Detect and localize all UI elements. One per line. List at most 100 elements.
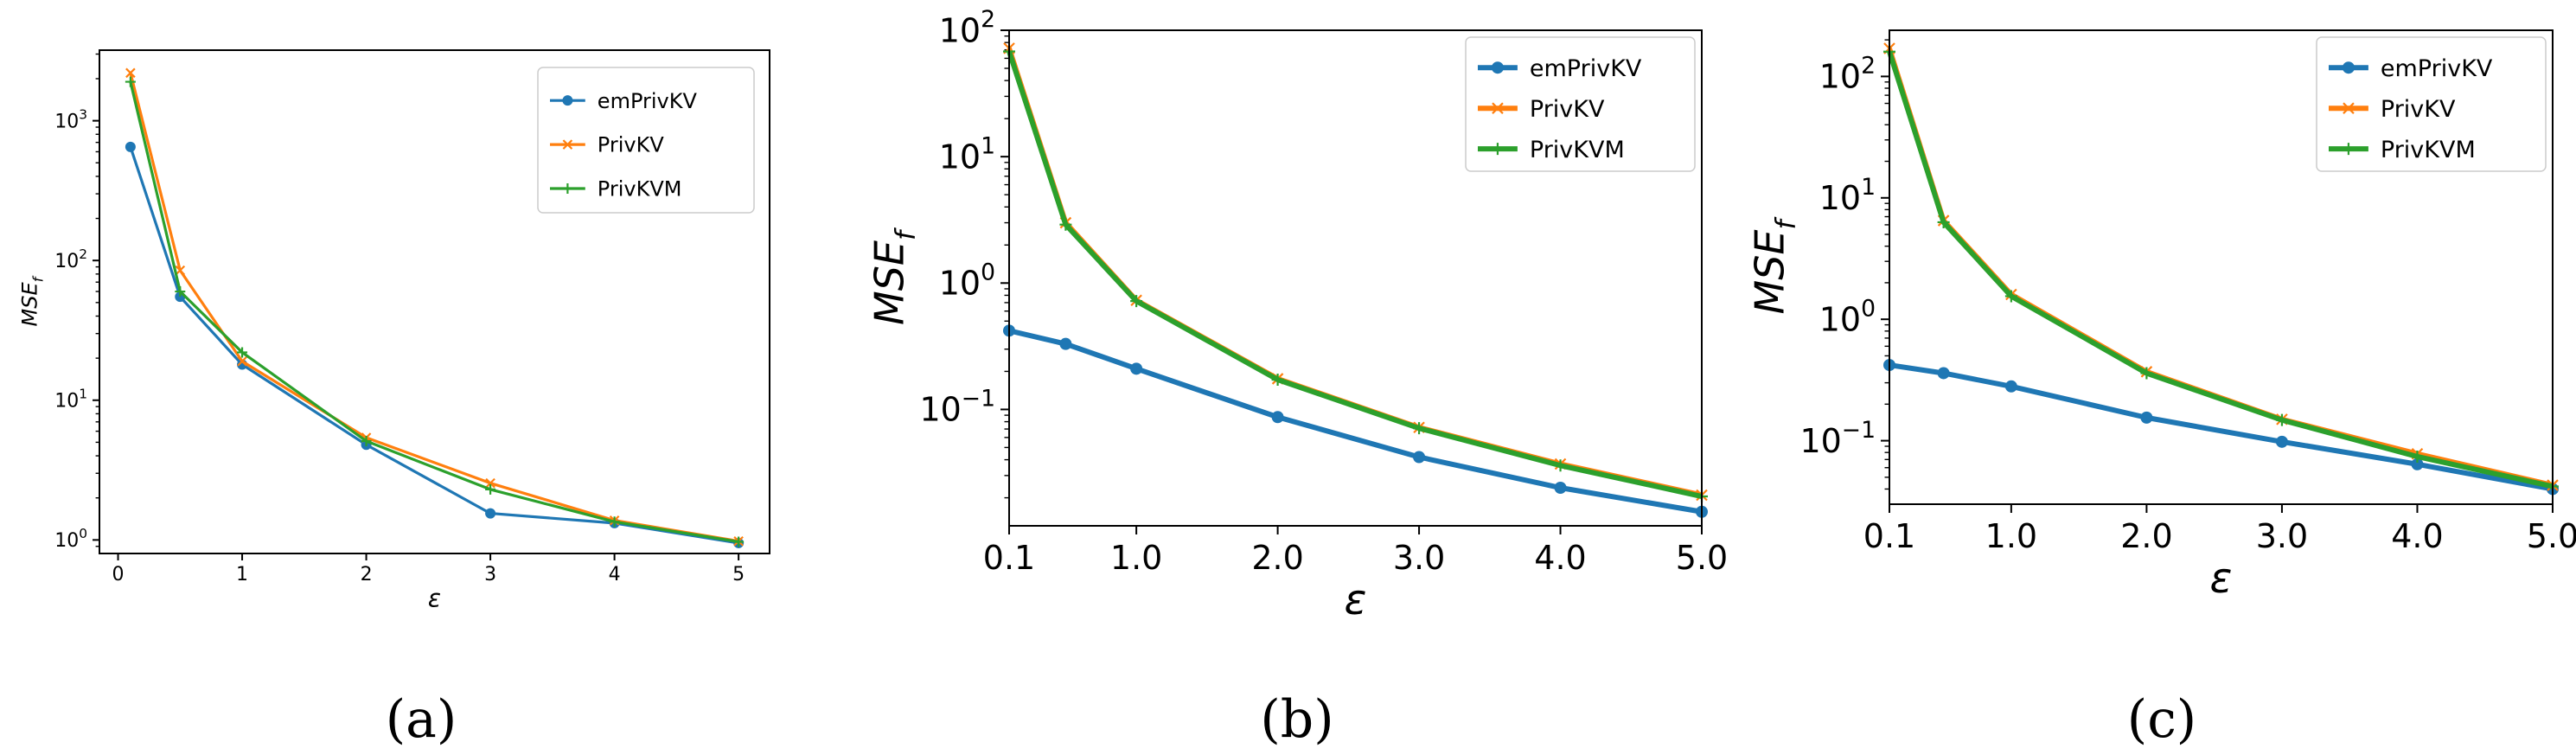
legend-box — [2316, 36, 2547, 172]
x-tick-label: 2 — [361, 564, 373, 585]
legend-label: emPrivKV — [2381, 55, 2493, 82]
y-tick-label: 101 — [939, 132, 995, 176]
data-point-PrivKVM — [1271, 374, 1284, 387]
y-tick-label: 100 — [939, 259, 995, 302]
legend-box — [1465, 36, 1696, 172]
data-point-emPrivKV — [1059, 337, 1072, 350]
legend-swatch-marker — [562, 139, 573, 150]
data-point-PrivKV — [485, 477, 495, 489]
legend-swatch-marker — [1492, 102, 1504, 114]
data-point-emPrivKV — [1937, 367, 1950, 380]
y-tick-label: 10−1 — [1799, 417, 1876, 460]
plot-frame — [99, 49, 770, 554]
data-point-emPrivKV — [2140, 411, 2153, 424]
data-point-PrivKVM — [1937, 215, 1950, 228]
data-point-PrivKVM — [2411, 450, 2424, 463]
legend-label: PrivKVM — [2381, 137, 2476, 163]
x-tick-label: 0.1 — [983, 539, 1035, 577]
x-tick-label: 0.1 — [1863, 517, 1915, 555]
data-point-PrivKVM — [361, 436, 372, 447]
x-tick-label: 2.0 — [1251, 539, 1303, 577]
data-point-PrivKV — [237, 355, 247, 367]
data-point-PrivKVM — [1413, 422, 1426, 435]
legend-swatch-marker — [2343, 102, 2355, 114]
data-point-emPrivKV — [1271, 411, 1284, 424]
x-tick-label: 3.0 — [2256, 517, 2308, 555]
data-point-PrivKVM — [1059, 218, 1072, 231]
plot-frame — [1008, 29, 1703, 527]
data-point-PrivKVM — [125, 76, 136, 87]
legend: emPrivKV PrivKV PrivKVM — [537, 67, 755, 214]
panel-caption: (a) — [386, 689, 457, 750]
y-tick-label: 101 — [1819, 174, 1876, 217]
legend: emPrivKV PrivKV PrivKVM — [2316, 36, 2547, 172]
x-tick-label: 1 — [236, 564, 248, 585]
series-line-emPrivKV — [1889, 362, 2554, 492]
data-point-emPrivKV — [1413, 451, 1426, 464]
legend-label: PrivKV — [1530, 96, 1605, 123]
data-point-PrivKVM — [175, 286, 186, 298]
y-axis-label: MSEf — [866, 227, 921, 325]
x-tick-label: 5.0 — [1676, 539, 1728, 577]
data-point-emPrivKV — [2275, 435, 2288, 448]
data-point-PrivKV — [125, 67, 136, 79]
plot-frame — [1889, 29, 2554, 505]
y-tick-label: 100 — [1819, 295, 1876, 338]
chart-panel-b: 10−1 100 101 102 0.1 1.0 2.0 3.0 4.0 5.0 ε MSEf emPr… — [866, 6, 1728, 750]
data-point-PrivKVM — [609, 516, 620, 528]
x-tick-label: 1.0 — [1110, 539, 1162, 577]
legend-label: emPrivKV — [1530, 55, 1642, 82]
y-tick-label: 102 — [939, 6, 995, 49]
legend-swatch-marker — [2342, 143, 2355, 156]
y-axis-label: MSEf — [1746, 217, 1801, 315]
y-axis-label: MSEf — [18, 275, 47, 326]
series-group — [1003, 42, 1708, 518]
legend-label: PrivKV — [598, 133, 665, 157]
x-axis-label: ε — [1345, 576, 1367, 624]
y-tick-label: 10−1 — [919, 386, 995, 429]
data-point-PrivKVM — [1130, 295, 1143, 308]
x-axis-label: ε — [428, 585, 441, 613]
legend-box — [537, 67, 755, 214]
legend-swatch-marker — [2342, 61, 2355, 74]
data-point-PrivKV — [175, 265, 186, 276]
chart-panel-c: 10−1 100 101 102 0.1 1.0 2.0 3.0 4.0 5.0 ε MSEf emPr… — [1746, 29, 2576, 750]
x-tick-label: 5.0 — [2527, 517, 2576, 555]
x-tick-label: 3.0 — [1393, 539, 1445, 577]
data-point-emPrivKV — [125, 141, 136, 152]
series-group — [1883, 42, 2559, 496]
x-axis-label: ε — [2210, 554, 2233, 603]
data-point-emPrivKV — [2411, 457, 2424, 470]
data-point-emPrivKV — [2004, 380, 2017, 393]
x-tick-label: 4.0 — [1534, 539, 1586, 577]
y-tick-label: 103 — [54, 106, 87, 132]
legend-label: PrivKVM — [1530, 137, 1625, 163]
data-point-PrivKVM — [485, 483, 496, 495]
x-tick-label: 4 — [609, 564, 621, 585]
y-tick-label: 101 — [54, 387, 87, 413]
legend-label: PrivKV — [2381, 96, 2456, 123]
data-point-PrivKVM — [2140, 367, 2153, 380]
x-tick-label: 1.0 — [1985, 517, 2037, 555]
x-tick-label: 2.0 — [2120, 517, 2172, 555]
series-line-emPrivKV — [1008, 328, 1703, 515]
x-tick-label: 5 — [732, 564, 745, 585]
data-point-PrivKVM — [733, 536, 745, 547]
legend: emPrivKV PrivKV PrivKVM — [1465, 36, 1696, 172]
legend-swatch-marker — [1491, 61, 1504, 74]
data-point-emPrivKV — [1130, 362, 1143, 375]
chart-panel-a: 100 101 102 103 0 1 2 3 4 5 ε MSEf emPrivKV PrivKV Pri… — [18, 49, 770, 750]
x-tick-label: 3 — [484, 564, 496, 585]
legend-swatch-marker — [562, 183, 573, 194]
legend-swatch-marker — [562, 95, 573, 106]
panel-caption: (c) — [2127, 689, 2196, 750]
data-point-PrivKVM — [1554, 459, 1567, 472]
data-point-PrivKVM — [2275, 413, 2288, 426]
legend-label: emPrivKV — [598, 89, 698, 113]
series-group — [125, 67, 745, 548]
y-tick-label: 102 — [1819, 53, 1876, 96]
data-point-PrivKVM — [237, 347, 248, 358]
data-point-PrivKVM — [2004, 290, 2017, 303]
legend-label: PrivKVM — [598, 177, 682, 202]
